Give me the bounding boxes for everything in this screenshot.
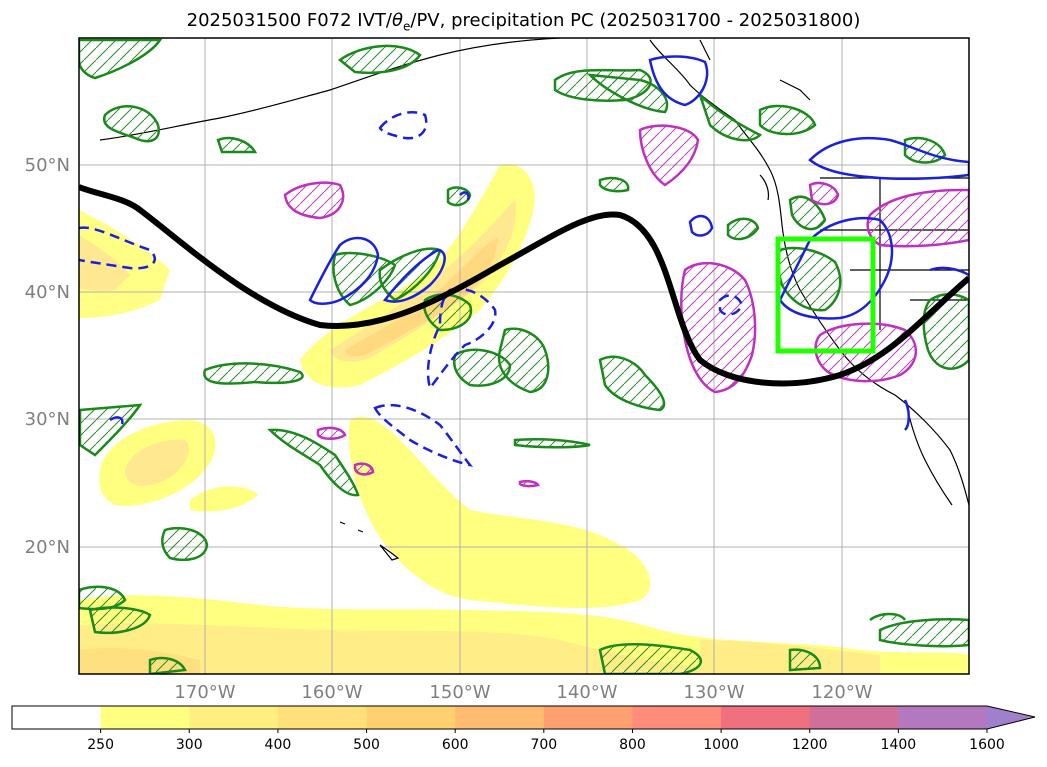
colorbar-cells: [12, 706, 1035, 729]
colorbar-tick-label: 1200: [792, 737, 828, 753]
colorbar-frame: [11, 705, 1036, 730]
pc-negative-contours: [79, 111, 744, 467]
colorbar: 250 300 400 500 600 700 800 1000 1200 1400 1600: [11, 705, 1036, 753]
lon-label: 170°W: [174, 682, 235, 703]
lat-label: 50°N: [25, 155, 70, 176]
title-prefix: 2025031500 F072 IVT/: [186, 10, 392, 31]
colorbar-tick-label: 1000: [703, 737, 739, 753]
colorbar-tick-label: 1400: [881, 737, 917, 753]
colorbar-cell: [455, 706, 545, 729]
lat-label: 30°N: [25, 409, 70, 430]
lon-label: 130°W: [683, 682, 744, 703]
colorbar-tick-label: 400: [265, 737, 292, 753]
lon-labels: 170°W 160°W 150°W 140°W 130°W 120°W: [174, 682, 872, 703]
lat-label: 40°N: [25, 282, 70, 303]
colorbar-cell: [366, 706, 456, 729]
map-title: 2025031500 F072 IVT/θe/PV, precipitation…: [0, 10, 1047, 34]
colorbar-cell: [809, 706, 899, 729]
colorbar-ticks: 250 300 400 500 600 700 800 1000 1200 1400 1600: [87, 729, 1005, 753]
map-frame: [78, 37, 970, 675]
jet-line: [79, 184, 969, 387]
colorbar-tick-label: 600: [442, 737, 469, 753]
title-theta: θ: [391, 10, 403, 31]
colorbar-tick-label: 800: [619, 737, 646, 753]
colorbar-tick-label: 500: [353, 737, 380, 753]
lon-label: 160°W: [301, 682, 362, 703]
title-theta-sub: e: [403, 19, 411, 34]
title-suffix: /PV, precipitation PC (2025031700 - 2025…: [410, 10, 861, 31]
pv-contours: [283, 124, 969, 488]
lat-labels: 50°N 40°N 30°N 20°N: [25, 155, 70, 558]
colorbar-tick-label: 1600: [969, 737, 1005, 753]
pc-positive-contours: [109, 55, 969, 431]
lon-label: 120°W: [811, 682, 872, 703]
colorbar-cell: [277, 706, 368, 729]
colorbar-cell: [898, 706, 988, 729]
colorbar-cell: [632, 706, 722, 729]
ivt-shading: [79, 164, 969, 674]
colorbar-cell: [12, 706, 102, 729]
lat-label: 20°N: [25, 537, 70, 558]
colorbar-cell: [100, 706, 190, 729]
colorbar-cell: [721, 706, 811, 729]
graticule: [79, 38, 969, 674]
lon-label: 140°W: [556, 682, 617, 703]
target-region-box[interactable]: [775, 236, 876, 354]
colorbar-cell: [543, 706, 633, 729]
colorbar-tick-label: 700: [530, 737, 557, 753]
lon-label: 150°W: [429, 682, 490, 703]
colorbar-extend-arrow: [987, 706, 1035, 729]
colorbar-tick-label: 250: [87, 737, 114, 753]
colorbar-cell: [189, 706, 279, 729]
colorbar-tick-label: 300: [176, 737, 203, 753]
